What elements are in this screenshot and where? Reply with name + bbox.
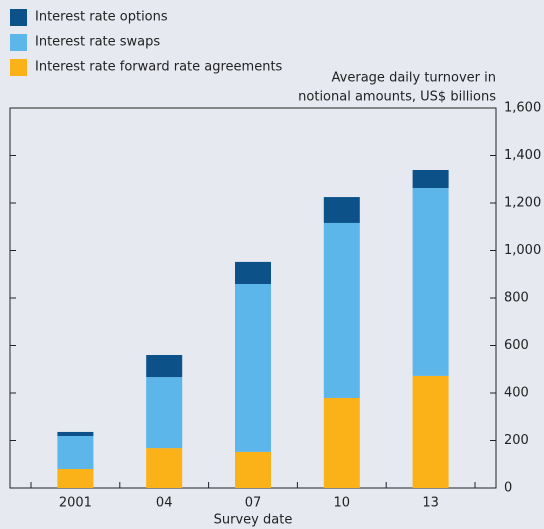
bar-segment: [323, 397, 360, 488]
y-axis-label: notional amounts, US$ billions: [298, 90, 496, 105]
y-tick-label: 1,000: [504, 243, 541, 258]
bar-segment: [323, 222, 360, 398]
y-tick-label: 1,400: [504, 148, 541, 163]
y-tick-label: 1,600: [504, 101, 541, 116]
legend-label: Interest rate options: [35, 10, 168, 25]
x-axis-label: Survey date: [214, 513, 293, 528]
legend-label: Interest rate forward rate agreements: [35, 60, 283, 75]
bar-segment: [146, 448, 183, 488]
legend-swatch: [10, 59, 27, 76]
y-axis-label: Average daily turnover in: [332, 71, 496, 86]
bar-segment: [57, 435, 94, 469]
x-tick-label: 10: [334, 496, 351, 511]
bar-segment: [412, 169, 449, 189]
y-tick-label: 1,200: [504, 196, 541, 211]
x-tick-label: 2001: [59, 496, 92, 511]
bar-segment: [57, 469, 94, 488]
bar-segment: [235, 261, 271, 284]
legend-swatch: [10, 9, 27, 26]
y-tick-label: 800: [504, 291, 529, 306]
legend-swatch: [10, 34, 27, 51]
x-tick-label: 04: [156, 496, 173, 511]
y-tick-label: 400: [504, 386, 529, 401]
bar-segment: [235, 283, 271, 452]
y-tick-label: 200: [504, 433, 529, 448]
y-tick-label: 600: [504, 338, 529, 353]
x-tick-label: 13: [422, 496, 439, 511]
bar-segment: [412, 375, 449, 488]
bar-segment: [57, 431, 94, 436]
bar-segment: [235, 451, 271, 488]
bar-segment: [146, 355, 183, 378]
bar-segment: [323, 197, 360, 223]
y-tick-label: 0: [504, 481, 512, 496]
x-tick-label: 07: [245, 496, 262, 511]
bar-segment: [146, 377, 183, 449]
legend-label: Interest rate swaps: [35, 35, 160, 50]
bar-segment: [412, 188, 449, 376]
